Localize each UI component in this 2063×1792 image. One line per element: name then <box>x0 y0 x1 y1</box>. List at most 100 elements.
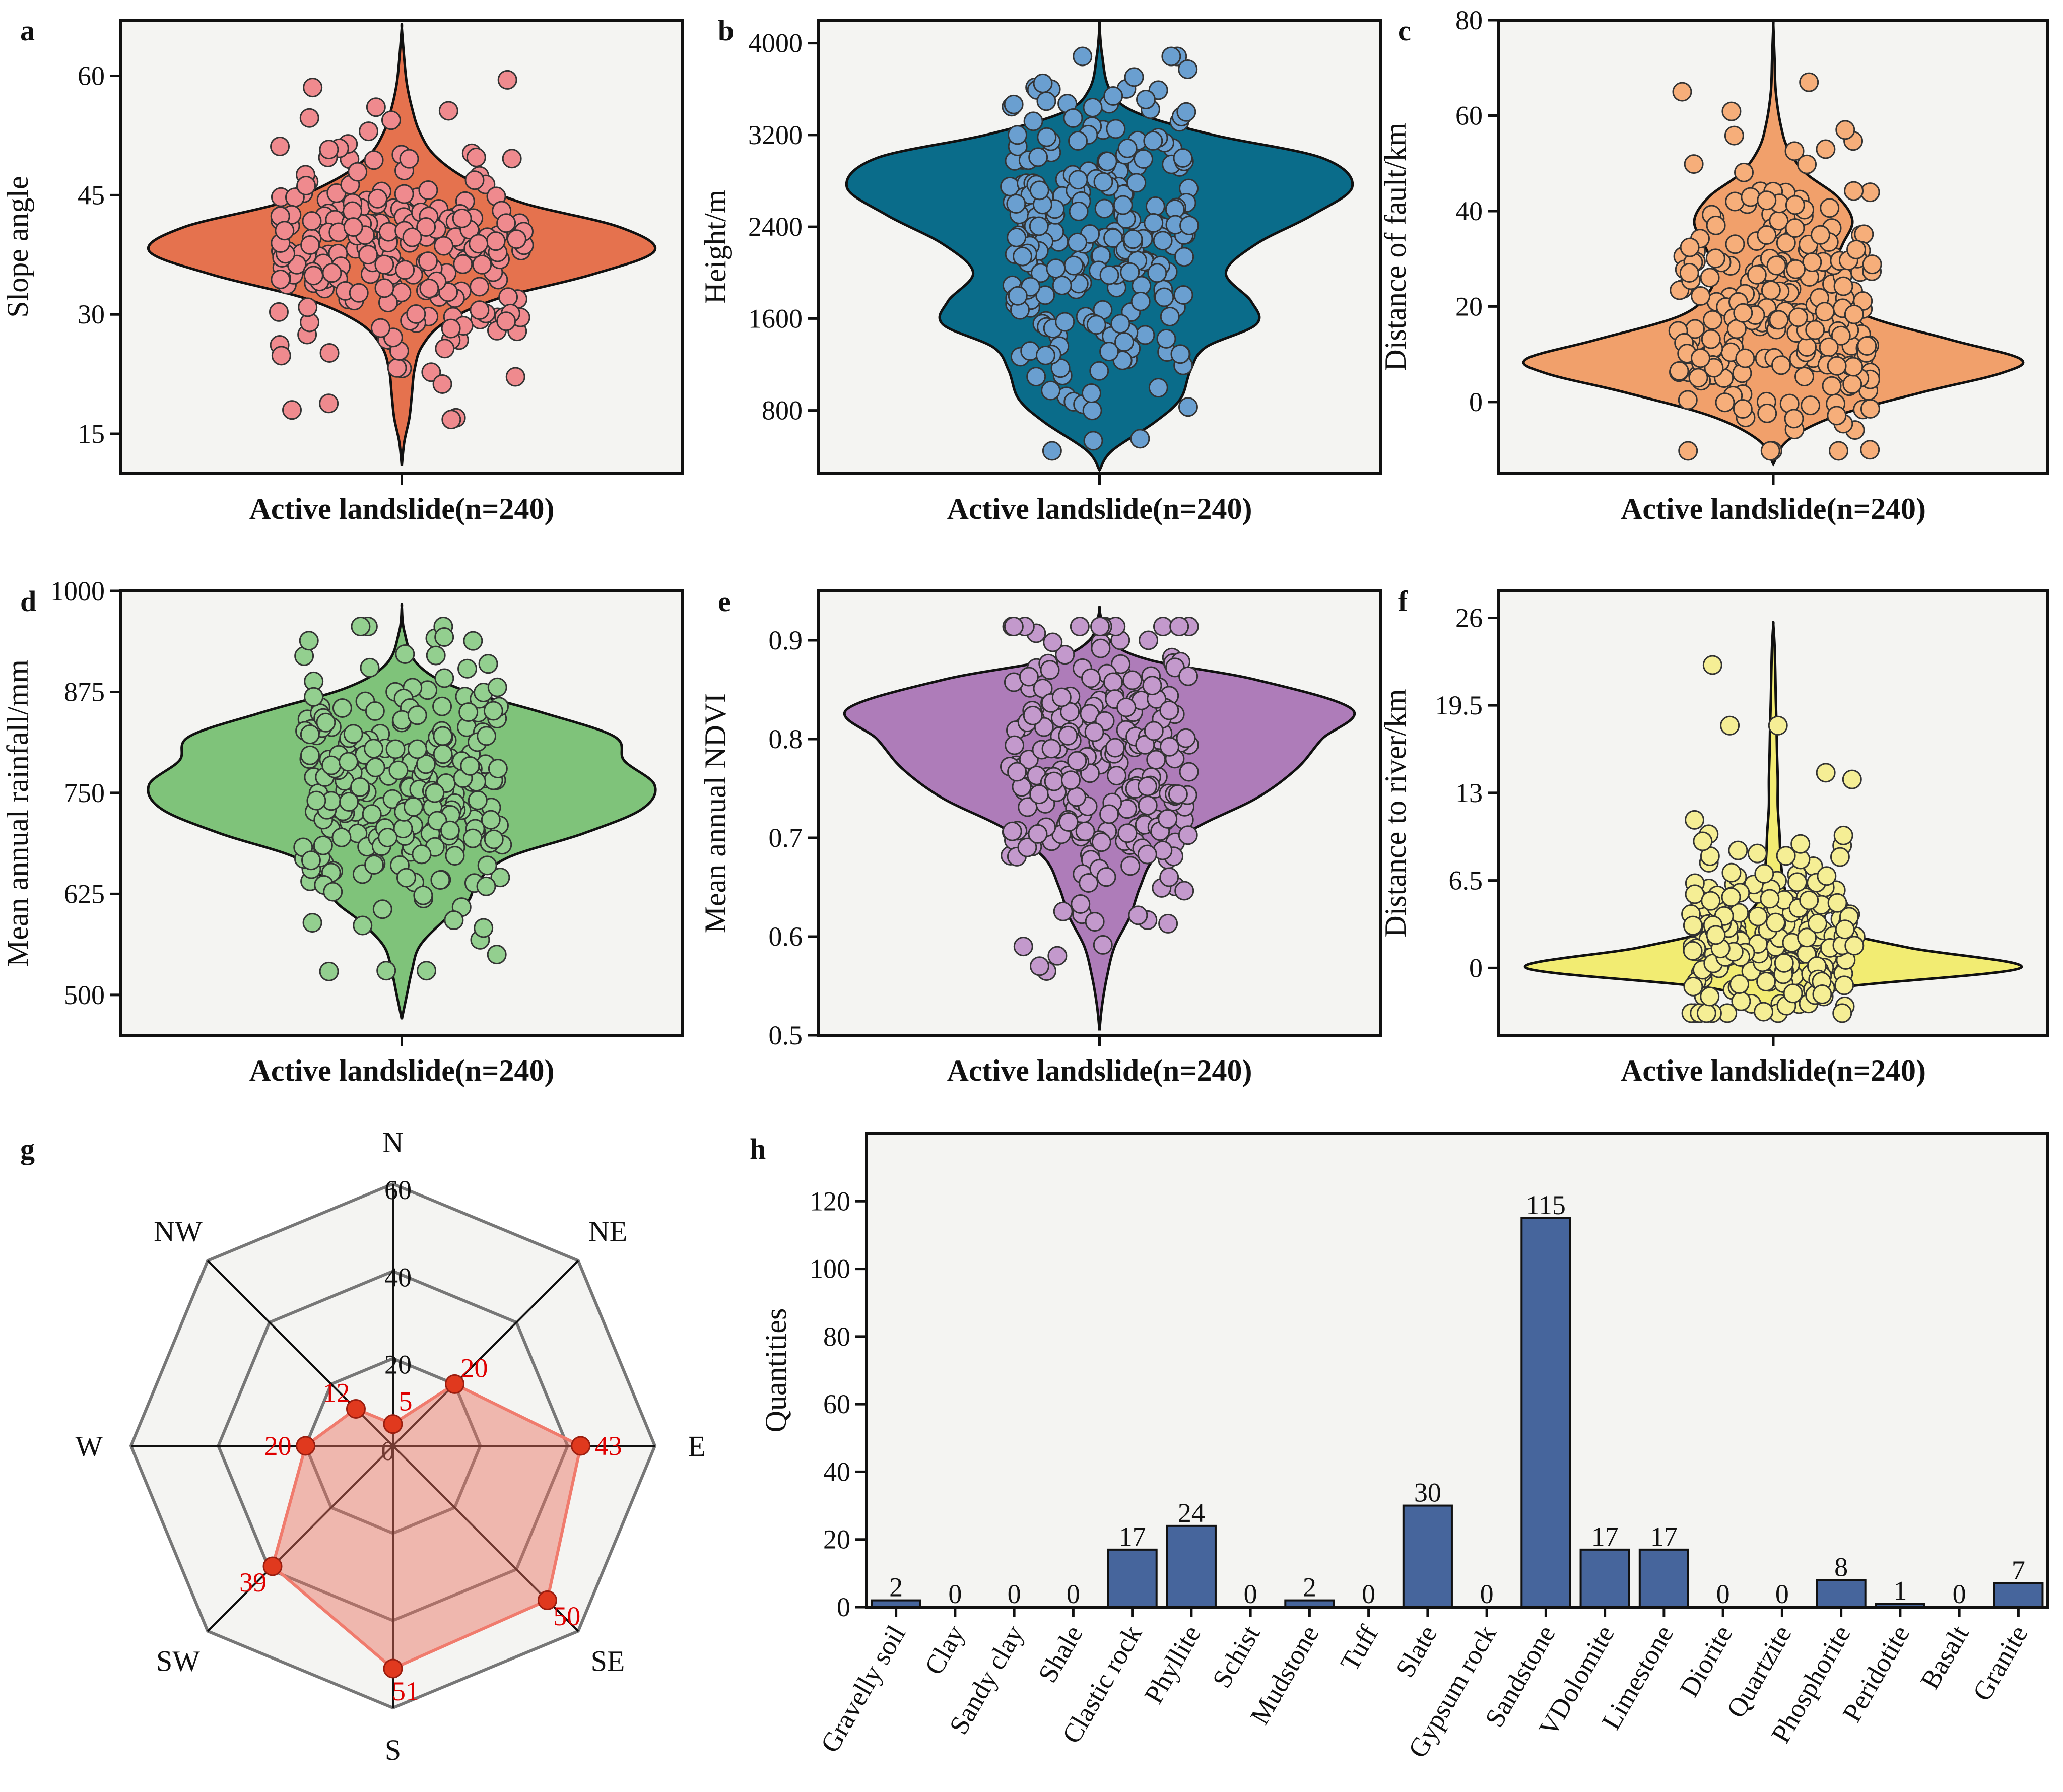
data-point-b <box>1110 314 1130 334</box>
data-point-e <box>1137 776 1157 797</box>
y-tick-label-d: 750 <box>64 778 105 808</box>
data-point-a <box>303 78 323 98</box>
data-point-c <box>1760 441 1780 461</box>
data-point-e <box>1096 867 1116 887</box>
data-point-c <box>1679 263 1699 283</box>
data-point-d <box>430 870 450 890</box>
data-point-e <box>1142 676 1162 696</box>
data-point-f <box>1706 925 1726 945</box>
data-point-c <box>1691 348 1711 368</box>
data-point-e <box>1093 935 1113 955</box>
data-point-e <box>1103 672 1123 692</box>
data-point-f <box>1766 912 1786 933</box>
data-point-d <box>350 777 370 797</box>
data-point-b <box>1106 119 1126 139</box>
data-point-d <box>372 899 392 919</box>
data-point-a <box>300 235 320 255</box>
violin-shape-c <box>1522 19 2025 467</box>
bar-value-label: 115 <box>1526 1190 1566 1220</box>
data-point-d <box>487 945 507 965</box>
data-point-c <box>1857 336 1877 356</box>
data-point-a <box>368 188 388 209</box>
data-point-b <box>1173 285 1193 305</box>
panel-label-a: a <box>20 14 35 47</box>
radar-value-label-W: 20 <box>264 1431 292 1461</box>
data-point-b <box>1148 378 1168 398</box>
data-point-d <box>364 739 384 759</box>
data-point-b <box>1035 285 1055 305</box>
data-point-b <box>1063 108 1083 128</box>
data-point-e <box>1004 617 1024 637</box>
data-point-b <box>1093 172 1113 192</box>
data-point-d <box>362 804 382 824</box>
data-point-e <box>1120 856 1141 876</box>
data-point-f <box>1693 831 1713 851</box>
data-point-c <box>1815 302 1835 322</box>
data-point-f <box>1754 864 1774 884</box>
y-axis-label-a: Slope angle <box>1 176 34 318</box>
bar-granite <box>1993 1582 2044 1608</box>
y-tick-label-c: 60 <box>1455 100 1483 130</box>
data-point-e <box>1040 660 1060 680</box>
data-point-c <box>1672 82 1692 102</box>
violin-panel-d: d 500 625 750 875 1000 Active landslide(n=240)… <box>1 576 684 1087</box>
data-point-c <box>1702 310 1722 330</box>
data-point-d <box>331 827 352 847</box>
y-tick-label-f: 0 <box>1469 953 1483 983</box>
data-point-d <box>462 828 483 848</box>
data-point-b <box>1046 258 1066 279</box>
data-point-c <box>1786 259 1806 279</box>
data-point-b <box>1081 383 1101 404</box>
data-point-d <box>433 726 453 746</box>
data-point-b <box>1117 138 1138 158</box>
y-tick-label-b: 3200 <box>748 120 803 150</box>
data-point-f <box>1842 769 1862 789</box>
data-point-b <box>1089 361 1109 381</box>
y-tick-label-c: 20 <box>1455 291 1483 321</box>
data-point-c <box>1785 218 1805 238</box>
data-point-d <box>332 698 352 718</box>
data-point-e <box>1060 702 1080 722</box>
data-point-c <box>1860 182 1880 203</box>
data-point-f <box>1683 915 1703 936</box>
radar-value-label-SE: 50 <box>553 1601 580 1631</box>
data-point-e <box>1091 638 1111 658</box>
data-point-a <box>496 213 516 233</box>
data-point-c <box>1733 303 1753 323</box>
data-point-a <box>319 140 339 160</box>
data-point-b <box>1063 255 1084 276</box>
data-point-a <box>472 254 492 275</box>
data-point-b <box>1037 127 1057 147</box>
bar-value-label: 0 <box>1775 1579 1789 1609</box>
data-point-d <box>319 961 339 981</box>
data-point-d <box>477 726 497 746</box>
data-point-b <box>1120 262 1140 282</box>
data-point-c <box>1820 198 1840 218</box>
bar-category-label: Phyllite <box>1138 1620 1207 1709</box>
y-tick-label-f: 19.5 <box>1435 690 1483 720</box>
data-point-a <box>453 254 473 274</box>
radar-direction-W: W <box>75 1430 103 1463</box>
data-point-d <box>360 657 380 678</box>
data-point-e <box>1105 738 1125 758</box>
bar-plot-area <box>865 1132 2049 1609</box>
data-point-a <box>498 287 518 307</box>
data-point-b <box>1179 215 1200 235</box>
bar-value-label: 0 <box>948 1579 962 1609</box>
data-point-b <box>1123 229 1143 249</box>
data-point-c <box>1827 356 1847 376</box>
data-point-e <box>1144 721 1164 741</box>
data-point-c <box>1797 337 1817 357</box>
bar-value-label: 17 <box>1591 1521 1619 1552</box>
bar-value-label: 1 <box>1893 1575 1907 1606</box>
bar-value-label: 30 <box>1414 1478 1441 1508</box>
data-point-c <box>1801 395 1821 416</box>
data-point-b <box>1094 198 1114 219</box>
x-axis-label-c: Active landslide(n=240) <box>1621 492 1926 525</box>
data-point-c <box>1784 141 1805 161</box>
data-point-e <box>1159 867 1179 887</box>
y-tick-label-c: 80 <box>1455 5 1483 35</box>
data-point-b <box>1083 431 1103 451</box>
